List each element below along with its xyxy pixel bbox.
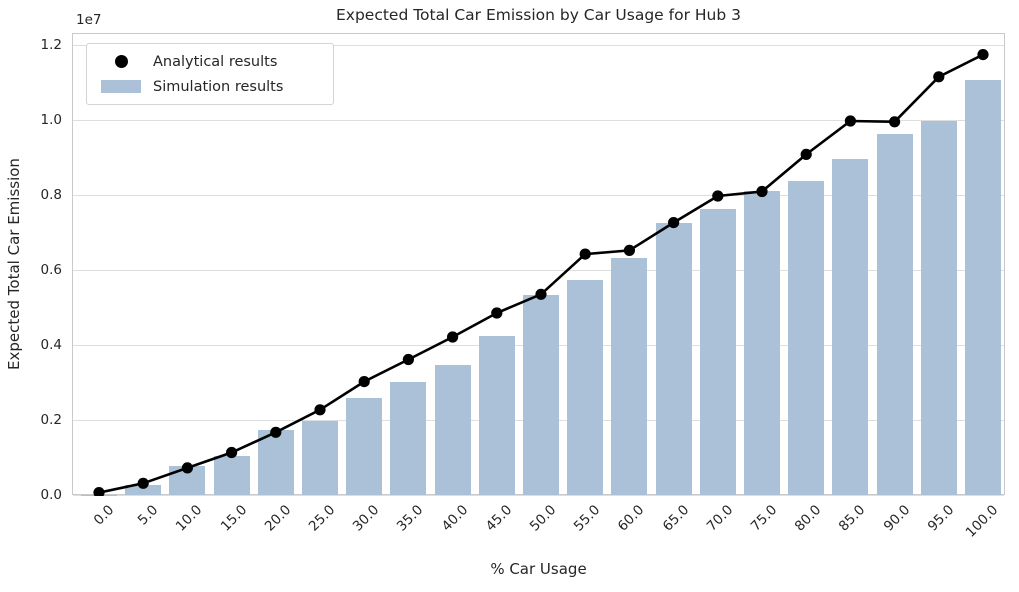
x-tick-label: 5.0 xyxy=(134,502,162,529)
plot-area: Analytical results Simulation results xyxy=(72,33,1005,496)
circle-marker-icon xyxy=(114,55,128,68)
analytical-point xyxy=(402,353,414,366)
y-tick-label: 0.8 xyxy=(40,187,62,203)
analytical-point xyxy=(358,376,370,388)
x-tick-label: 40.0 xyxy=(438,502,471,535)
simulation-bar xyxy=(125,484,162,495)
x-tick-label: 100.0 xyxy=(962,502,1002,541)
analytical-point xyxy=(314,404,326,416)
legend-label-simulation: Simulation results xyxy=(153,78,284,95)
analytical-point xyxy=(137,477,149,489)
y-tick-label: 0.6 xyxy=(40,262,62,278)
analytical-point xyxy=(181,462,193,474)
gridline xyxy=(73,45,1004,46)
simulation-bar xyxy=(434,364,471,495)
y-tick-label: 1.2 xyxy=(40,37,62,53)
simulation-bar xyxy=(611,257,648,495)
x-tick-label: 70.0 xyxy=(703,502,737,535)
legend-marker-column xyxy=(95,55,147,68)
analytical-point xyxy=(800,148,812,160)
gridline xyxy=(73,195,1004,196)
gridline xyxy=(73,120,1004,121)
x-tick-label: 75.0 xyxy=(747,502,781,535)
simulation-bar xyxy=(523,295,559,495)
x-tick-label: 30.0 xyxy=(349,502,383,535)
x-tick-label: 60.0 xyxy=(615,502,648,535)
gridline xyxy=(73,495,1004,496)
analytical-point xyxy=(93,487,105,496)
analytical-point xyxy=(844,115,857,127)
legend-label-analytical: Analytical results xyxy=(153,53,278,70)
x-tick-label: 10.0 xyxy=(173,502,206,535)
y-axis-label: Expected Total Car Emission xyxy=(5,158,23,370)
simulation-bar xyxy=(788,181,825,495)
x-tick-label: 90.0 xyxy=(880,502,913,535)
simulation-bar xyxy=(567,280,604,495)
y-tick-label: 0.2 xyxy=(40,412,62,428)
analytical-point xyxy=(977,49,989,61)
x-tick-label: 85.0 xyxy=(836,502,869,535)
simulation-bar xyxy=(832,158,869,495)
analytical-point xyxy=(579,248,591,260)
legend-item-simulation: Simulation results xyxy=(95,74,323,99)
simulation-bar xyxy=(920,121,957,495)
simulation-bar xyxy=(744,190,780,495)
y-tick-label: 1.0 xyxy=(40,112,62,128)
analytical-point xyxy=(668,217,680,229)
x-tick-label: 95.0 xyxy=(924,502,958,535)
x-tick-label: 45.0 xyxy=(482,502,516,535)
x-tick-label: 35.0 xyxy=(394,502,427,535)
x-tick-label: 80.0 xyxy=(791,502,825,535)
analytical-point xyxy=(933,71,945,83)
simulation-bar xyxy=(257,430,294,495)
simulation-bar xyxy=(302,420,338,495)
y-tick-label: 0.4 xyxy=(40,337,62,353)
simulation-bar xyxy=(876,133,913,495)
analytical-point xyxy=(270,426,282,438)
x-tick-label: 15.0 xyxy=(217,502,250,535)
x-tick-label: 25.0 xyxy=(305,502,339,535)
legend-marker-column xyxy=(95,80,147,93)
bar-swatch-icon xyxy=(101,80,141,93)
simulation-bar xyxy=(478,336,515,495)
analytical-point xyxy=(226,446,238,459)
x-tick-label: 65.0 xyxy=(659,502,692,535)
analytical-point xyxy=(756,185,768,198)
y-tick-label: 0.0 xyxy=(40,487,62,503)
analytical-point xyxy=(712,190,724,202)
simulation-bar xyxy=(655,222,692,495)
legend: Analytical results Simulation results xyxy=(86,43,334,105)
simulation-bar xyxy=(699,208,736,495)
simulation-bar xyxy=(346,398,383,495)
simulation-bar xyxy=(390,381,427,495)
analytical-point xyxy=(491,307,503,319)
y-axis-offset-label: 1e7 xyxy=(76,12,102,28)
x-tick-label: 55.0 xyxy=(570,502,604,535)
analytical-point xyxy=(535,288,547,300)
simulation-bar xyxy=(213,456,250,495)
line-series-layer xyxy=(93,49,989,496)
x-tick-label: 20.0 xyxy=(261,502,295,535)
x-axis-label: % Car Usage xyxy=(490,560,587,578)
analytical-point xyxy=(447,331,459,343)
chart-title: Expected Total Car Emission by Car Usage… xyxy=(335,6,741,24)
analytical-point xyxy=(623,244,636,256)
analytical-point xyxy=(889,116,901,128)
gridline xyxy=(73,270,1004,271)
legend-item-analytical: Analytical results xyxy=(95,49,323,74)
x-tick-label: 50.0 xyxy=(526,502,560,535)
simulation-bar xyxy=(965,80,1001,495)
x-tick-label: 0.0 xyxy=(90,502,118,529)
